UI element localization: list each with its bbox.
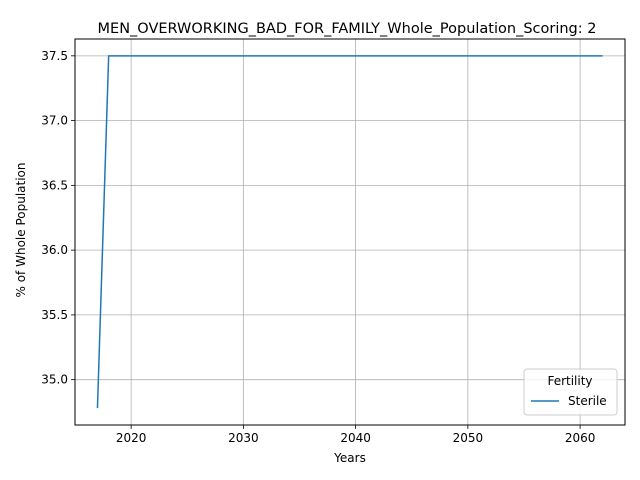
x-tick-label: 2050 <box>453 431 484 445</box>
y-axis: 35.0 35.5 36.0 36.5 37.0 37.5 <box>41 49 75 387</box>
x-axis-label: Years <box>333 451 366 465</box>
y-axis-label: % of Whole Population <box>14 163 28 298</box>
y-tick-label: 37.0 <box>41 114 68 128</box>
x-tick-label: 2060 <box>565 431 596 445</box>
x-tick-label: 2040 <box>340 431 371 445</box>
chart-title: MEN_OVERWORKING_BAD_FOR_FAMILY_Whole_Pop… <box>98 21 597 37</box>
series-line-sterile <box>96 55 603 409</box>
plot-frame <box>74 38 626 426</box>
legend: Fertility Sterile <box>523 368 618 416</box>
legend-label-sterile: Sterile <box>568 394 607 408</box>
y-tick-label: 37.5 <box>41 49 68 63</box>
y-tick-label: 36.5 <box>41 178 68 192</box>
x-axis: 2020 2030 2040 2050 2060 <box>116 425 596 445</box>
legend-title: Fertility <box>547 374 592 388</box>
y-tick-label: 35.0 <box>41 373 68 387</box>
grid-lines <box>75 39 625 425</box>
y-tick-label: 35.5 <box>41 308 68 322</box>
y-tick-label: 36.0 <box>41 243 68 257</box>
x-tick-label: 2030 <box>228 431 259 445</box>
series-layer <box>96 55 603 409</box>
legend-box <box>523 368 618 416</box>
x-tick-label: 2020 <box>116 431 147 445</box>
